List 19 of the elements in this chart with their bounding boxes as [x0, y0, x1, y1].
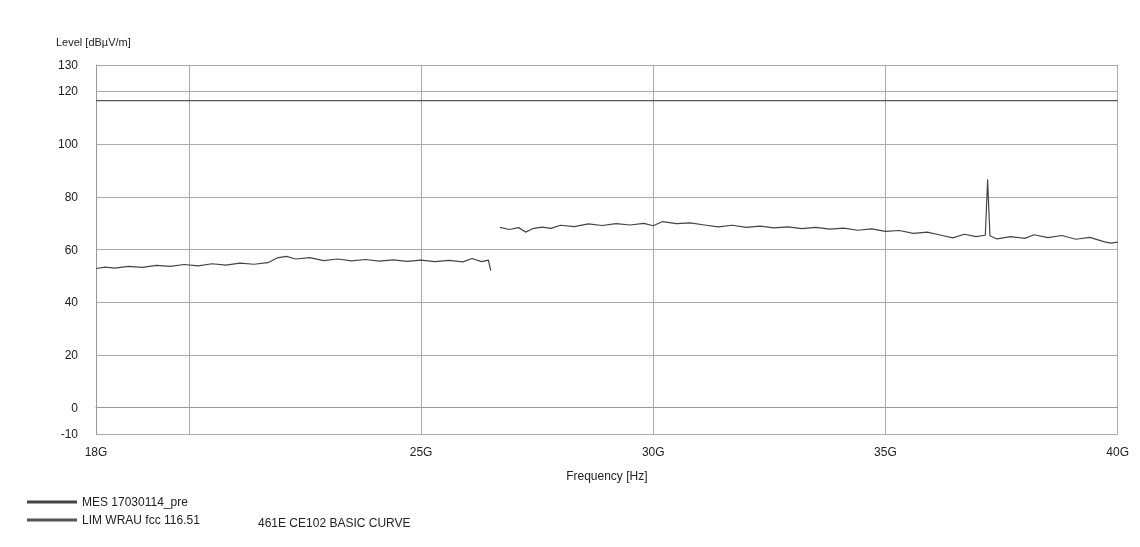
x-axis-title: Frequency [Hz]: [566, 469, 648, 483]
x-tick-label: 18G: [84, 445, 108, 459]
y-tick-label: 0: [71, 400, 79, 415]
y-tick-label: 120: [57, 84, 79, 99]
y-tick-label: 20: [64, 347, 79, 362]
x-tick-label: 30G: [641, 445, 665, 459]
y-tick-label: 130: [57, 58, 79, 72]
x-tick-label: 40G: [1106, 445, 1129, 459]
x-tick-label: 25G: [409, 445, 433, 459]
legend-label: LIM WRAU fcc 116.51: [82, 513, 201, 527]
y-tick-label: 40: [64, 295, 79, 310]
y-axis-title: Level [dBµV/m]: [56, 35, 131, 48]
y-tick-label: -10: [60, 427, 79, 441]
y-tick-label: 80: [64, 189, 79, 204]
text: 461E CE102 BASIC CURVE: [258, 516, 411, 530]
x-tick-label: 35G: [874, 445, 897, 459]
y-tick-label: 60: [64, 242, 79, 257]
legend-label: MES 17030114_pre: [82, 495, 189, 509]
y-tick-label: 100: [57, 137, 79, 152]
